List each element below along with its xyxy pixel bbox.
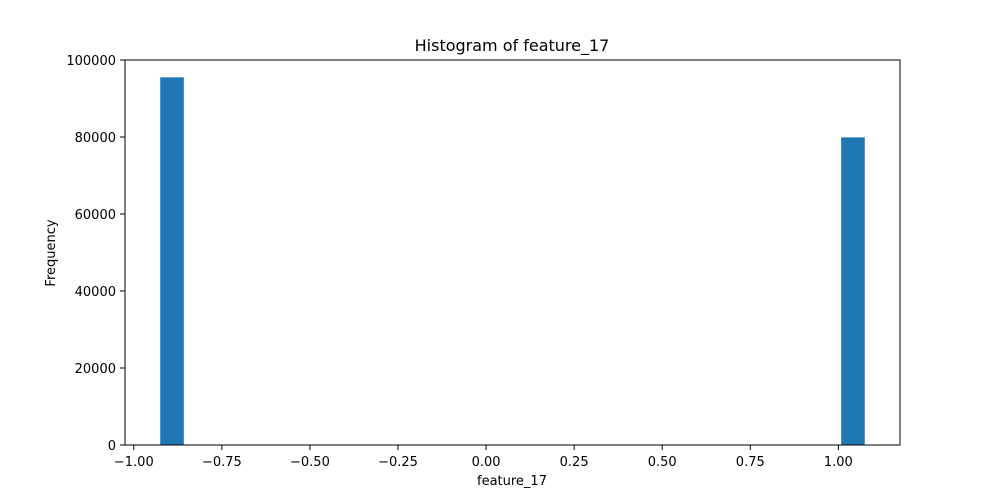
plot-area: [160, 77, 865, 445]
x-tick-label: −0.25: [378, 455, 418, 470]
y-axis: 0 20000 40000 60000 80000 100000: [66, 54, 125, 454]
x-tick-label: −0.75: [202, 455, 242, 470]
histogram-bar-1: [841, 137, 865, 445]
x-tick-label: 0.50: [648, 455, 677, 470]
y-axis-label: Frequency: [44, 219, 59, 286]
x-axis: −1.00 −0.75 −0.50 −0.25 0.00 0.25 0.50 0.75 1.00: [114, 445, 853, 470]
x-axis-label: feature_17: [477, 474, 547, 489]
y-tick-label: 40000: [75, 285, 116, 300]
plot-frame: [124, 59, 901, 446]
y-tick-label: 0: [108, 439, 116, 454]
x-tick-label: −0.50: [290, 455, 330, 470]
y-tick-label: 80000: [75, 131, 116, 146]
x-tick-label: 0.75: [736, 455, 765, 470]
y-tick-label: 60000: [75, 208, 116, 223]
x-tick-label: −1.00: [114, 455, 154, 470]
x-tick-label: 1.00: [824, 455, 853, 470]
y-tick-label: 100000: [66, 54, 116, 69]
x-tick-label: 0.00: [472, 455, 501, 470]
y-tick-label: 20000: [75, 362, 116, 377]
chart-title: Histogram of feature_17: [415, 36, 610, 56]
histogram-bar-0: [160, 77, 184, 445]
x-tick-label: 0.25: [560, 455, 589, 470]
